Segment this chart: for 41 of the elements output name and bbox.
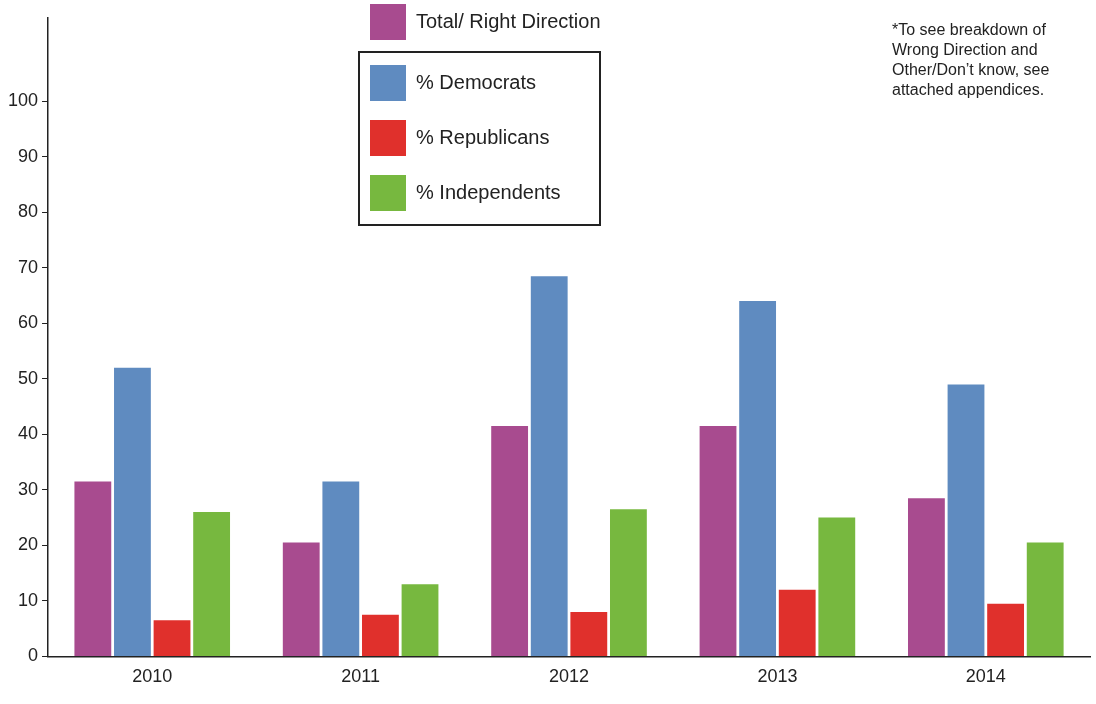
bar [401, 584, 439, 656]
bar [153, 620, 191, 656]
y-tick-label: 60 [18, 312, 39, 333]
legend-label: Total/ Right Direction [416, 10, 601, 33]
y-tick-label: 70 [18, 256, 39, 277]
y-tick-label: 20 [18, 534, 39, 555]
x-tick-label: 2012 [548, 666, 590, 687]
bar [818, 517, 856, 656]
bar [739, 301, 777, 656]
bar [947, 384, 985, 656]
bar [570, 611, 608, 656]
y-tick-label: 50 [18, 367, 39, 388]
bar [282, 542, 320, 656]
bar [74, 481, 112, 656]
bar [530, 276, 568, 656]
bar [987, 603, 1025, 656]
y-tick-label: 100 [7, 90, 39, 111]
y-tick-label: 30 [18, 478, 39, 499]
legend-label: % Republicans [416, 126, 550, 149]
bar [908, 498, 945, 656]
annotation: *To see breakdown of Wrong Direction and Other/Don’t know, see attached appendices. [892, 20, 1051, 100]
y-tick-label: 10 [18, 589, 39, 610]
bar [699, 426, 737, 656]
y-tick-label: 40 [18, 423, 39, 444]
bar [1026, 542, 1064, 656]
x-tick-label: 2011 [341, 666, 380, 687]
x-tick-label: 2014 [965, 666, 1006, 687]
legend-label: % Democrats [416, 71, 537, 94]
x-tick-label: 2010 [132, 666, 173, 687]
bar [322, 481, 360, 656]
bar [362, 614, 399, 656]
bar [491, 426, 529, 656]
y-tick-label: 80 [18, 201, 39, 222]
bar [114, 367, 151, 656]
x-tick-label: 2013 [757, 666, 798, 687]
bar [610, 509, 647, 656]
y-tick-label: 0 [28, 645, 39, 666]
legend-label: % Independents [416, 181, 561, 204]
y-tick-label: 90 [18, 145, 39, 166]
bar [778, 589, 816, 656]
bar [193, 512, 231, 656]
